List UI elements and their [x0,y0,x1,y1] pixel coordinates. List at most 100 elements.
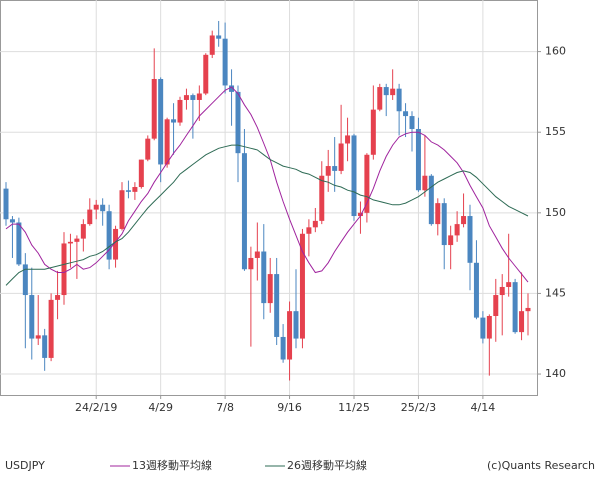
candle-body [177,99,183,123]
candle-body [261,251,267,304]
moving-average-line [5,86,529,283]
candle-body [196,93,202,100]
candle-body [312,220,318,228]
candle-body [125,190,131,192]
candle-body [299,233,305,339]
candle-body [325,166,331,176]
candle-body [525,307,531,312]
candle-body [254,251,260,258]
candle-body [248,257,254,270]
x-tick-label: 24/2/19 [75,401,117,414]
candle-body [512,282,518,333]
candle-body [422,175,428,191]
candle-body [209,35,215,55]
candle-body [55,295,61,300]
candle-body [473,262,479,318]
candle-body [80,224,86,239]
candle-body [74,238,80,242]
legend-label: 13週移動平均線 [132,458,212,472]
candle-body [403,111,409,117]
y-tick-label: 155 [545,125,566,138]
candle-body [467,216,473,263]
x-tick-label: 4/14 [471,401,496,414]
candle-body [370,109,376,155]
x-tick-label: 9/16 [277,401,302,414]
x-tick-label: 4/29 [148,401,173,414]
candle-body [113,228,119,260]
x-tick-label: 11/25 [338,401,370,414]
candle-body [383,87,389,96]
y-tick-label: 160 [545,45,566,58]
candle-body [351,135,357,217]
candle-body [345,135,351,144]
candle-body [171,119,177,123]
candle-body [35,335,41,339]
candle-body [61,243,67,296]
candle-body [293,311,299,339]
candle-body [364,154,370,213]
y-tick-label: 140 [545,367,566,380]
candle-body [9,219,15,223]
candle-body [519,311,525,333]
candle-body [138,159,144,188]
candle-body [338,143,344,171]
candle-body [441,203,447,246]
candle-body [274,274,280,337]
candle-body [48,299,54,358]
candle-body [158,79,164,165]
x-tick-label: 7/8 [216,401,234,414]
y-tick-label: 145 [545,286,566,299]
candle-body [448,235,454,246]
candle-body [499,286,505,296]
candle-body [377,87,383,110]
candle-body [87,209,93,225]
candle-body [280,336,286,360]
candle-body [216,35,222,39]
plot-frame [0,0,538,396]
candle-body [415,128,421,191]
candle-body [93,204,99,210]
x-tick-label: 25/2/3 [401,401,436,414]
candle-body [3,188,9,220]
candle-body [119,190,125,229]
candle-body [42,335,48,358]
candle-body [493,295,499,316]
candle-body [22,264,28,296]
candle-body [390,88,396,96]
candle-body [461,216,467,225]
candle-body [132,187,138,192]
y-tick-label: 150 [545,206,566,219]
candle-body [357,212,363,217]
candle-body [332,166,338,171]
copyright: (c)Quants Research [487,459,595,472]
candle-body [190,95,196,100]
candle-body [267,274,273,304]
candle-body [396,88,402,112]
candle-body [428,175,434,225]
candle-body [480,317,486,339]
instrument-label: USDJPY [5,459,45,472]
candle-body [145,138,151,160]
candle-body [29,295,35,339]
candle-body [319,175,325,221]
legend-label: 26週移動平均線 [287,458,367,472]
candle-body [409,116,415,129]
moving-average-line [5,144,529,286]
candle-body [506,282,512,287]
candle-body [203,54,209,94]
candle-body [183,95,189,100]
candle-body [241,153,247,270]
candle-body [454,224,460,236]
candle-body [100,204,106,212]
candle-body [106,211,112,260]
candle-body [306,227,312,234]
candle-body [67,241,73,244]
candle-body [151,79,157,139]
candle-body [222,38,228,86]
candle-body [486,316,492,339]
candle-body [164,119,170,165]
candle-body [16,222,22,265]
candle-body [229,85,235,92]
